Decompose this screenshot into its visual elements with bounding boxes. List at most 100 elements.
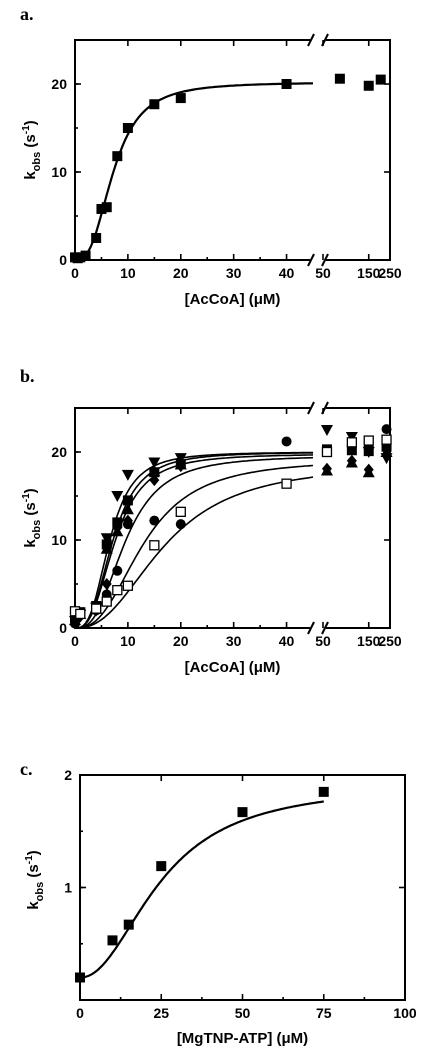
fit-curve bbox=[74, 454, 314, 629]
data-point bbox=[112, 585, 123, 596]
data-point bbox=[75, 972, 85, 983]
data-point bbox=[149, 540, 160, 551]
y-axis-title-part: -1 bbox=[24, 855, 35, 864]
data-point bbox=[112, 565, 123, 576]
panel-label: c. bbox=[20, 759, 33, 779]
data-point bbox=[75, 608, 86, 620]
data-point bbox=[70, 618, 80, 629]
axis-frame-right bbox=[326, 407, 391, 629]
data-point bbox=[175, 519, 186, 530]
y-tick-label: 0 bbox=[59, 252, 67, 268]
y-tick-label: 20 bbox=[51, 444, 67, 460]
data-point bbox=[96, 203, 107, 214]
data-point bbox=[123, 919, 134, 930]
data-point bbox=[107, 935, 118, 946]
data-point bbox=[149, 474, 160, 487]
data-point bbox=[112, 521, 123, 534]
x-tick-label: 250 bbox=[378, 633, 402, 649]
y-axis-title-part: -1 bbox=[21, 493, 32, 502]
data-point bbox=[321, 462, 332, 475]
axis-frame-right bbox=[326, 39, 391, 261]
x-axis-title: [AcCoA] (μM) bbox=[185, 291, 281, 308]
data-point bbox=[112, 151, 123, 162]
data-point bbox=[91, 603, 102, 614]
y-axis-title-part: obs bbox=[34, 882, 46, 902]
y-axis-title-part: (s bbox=[22, 502, 39, 520]
x-tick-label: 50 bbox=[235, 1005, 251, 1021]
y-axis-title: kobs (s-1) bbox=[21, 488, 43, 547]
x-tick-label: 150 bbox=[357, 633, 381, 649]
axis-break-mark bbox=[307, 621, 315, 635]
y-axis-title-part: obs bbox=[31, 520, 43, 540]
fit-curve bbox=[75, 476, 314, 629]
data-point bbox=[346, 437, 358, 448]
x-tick-label: 0 bbox=[76, 1005, 84, 1021]
data-point bbox=[149, 515, 160, 526]
data-point bbox=[149, 99, 160, 110]
y-axis-title-part: ) bbox=[25, 850, 42, 855]
x-tick-label: 40 bbox=[279, 265, 295, 281]
x-tick-label: 25 bbox=[153, 1005, 169, 1021]
data-point bbox=[363, 435, 374, 446]
y-axis-title-part: ) bbox=[22, 120, 39, 125]
data-point bbox=[281, 79, 292, 89]
x-tick-label: 20 bbox=[173, 633, 189, 649]
y-axis-title-part: (s bbox=[22, 134, 39, 152]
data-point bbox=[175, 460, 186, 473]
y-axis-title: kobs (s-1) bbox=[21, 120, 43, 179]
x-tick-label: 100 bbox=[393, 1005, 417, 1021]
y-tick-label: 20 bbox=[51, 76, 67, 92]
data-point bbox=[363, 463, 374, 476]
x-tick-label: 75 bbox=[316, 1005, 332, 1021]
y-axis-title: kobs (s-1) bbox=[24, 850, 46, 909]
data-point bbox=[148, 465, 161, 477]
axis-break-mark bbox=[321, 253, 329, 267]
data-point bbox=[281, 478, 292, 489]
data-point bbox=[121, 503, 134, 515]
data-point bbox=[320, 425, 333, 436]
data-point bbox=[80, 250, 91, 261]
x-axis-title: [AcCoA] (μM) bbox=[185, 659, 281, 676]
fit-curve bbox=[79, 800, 324, 979]
data-point bbox=[363, 80, 374, 91]
y-tick-label: 10 bbox=[51, 164, 67, 180]
data-point bbox=[175, 93, 186, 104]
x-tick-label: 250 bbox=[378, 265, 402, 281]
axis-break-mark bbox=[321, 621, 329, 635]
data-point bbox=[381, 434, 392, 445]
x-tick-label: 30 bbox=[226, 265, 242, 281]
fit-curve bbox=[75, 464, 314, 629]
x-tick-label: 0 bbox=[71, 265, 79, 281]
y-axis-title-part: obs bbox=[31, 152, 43, 172]
data-point bbox=[381, 424, 392, 435]
y-tick-label: 10 bbox=[51, 532, 67, 548]
data-point bbox=[334, 73, 345, 84]
data-point bbox=[346, 454, 357, 467]
y-axis-title-part: (s bbox=[25, 864, 42, 882]
x-tick-label: 10 bbox=[120, 265, 136, 281]
x-tick-label: 0 bbox=[71, 633, 79, 649]
data-point bbox=[91, 233, 102, 243]
data-point bbox=[122, 519, 133, 530]
x-tick-label: 30 bbox=[226, 633, 242, 649]
axis-frame-left bbox=[74, 407, 310, 629]
data-point bbox=[101, 596, 112, 607]
data-point bbox=[101, 578, 112, 590]
data-point bbox=[237, 807, 248, 818]
axis-break-mark bbox=[307, 253, 315, 267]
data-point bbox=[281, 436, 292, 447]
data-point bbox=[121, 469, 134, 481]
data-point bbox=[321, 446, 333, 458]
data-point bbox=[375, 74, 386, 85]
panel-label: a. bbox=[20, 4, 34, 24]
x-tick-label: 50 bbox=[315, 265, 331, 281]
y-axis-title-part: k bbox=[25, 901, 42, 910]
y-axis-title-part: k bbox=[22, 539, 39, 548]
y-tick-label: 0 bbox=[59, 620, 67, 636]
y-tick-label: 1 bbox=[64, 880, 72, 896]
panel-label: b. bbox=[20, 366, 35, 386]
panel-2: c. 0 25 50 75 100 1 2 [MgTNP-ATP] (μM) kobs (s-1) bbox=[20, 759, 417, 1047]
fit-curve bbox=[74, 82, 314, 262]
